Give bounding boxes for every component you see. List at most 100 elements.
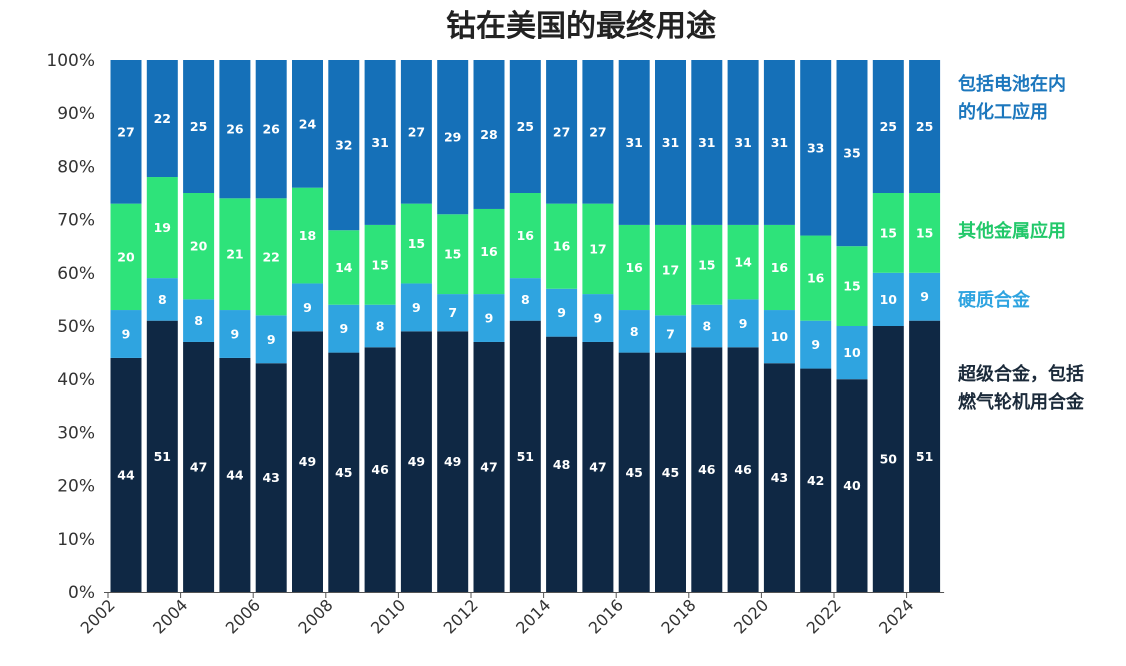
data-label: 43 (771, 470, 788, 485)
bar-segment (400, 331, 432, 592)
bar-segment (691, 60, 723, 225)
bar-segment (691, 224, 723, 305)
bar-segment (473, 60, 505, 209)
bar-segment (328, 230, 360, 305)
data-label: 15 (408, 236, 425, 251)
bar-segment (364, 304, 396, 348)
data-label: 31 (734, 135, 751, 150)
data-label: 8 (158, 292, 167, 307)
bar-segment (183, 299, 215, 342)
data-label: 27 (589, 124, 606, 139)
bar-segment (727, 347, 759, 592)
x-tick-label: 2004 (149, 595, 191, 637)
data-label: 51 (517, 449, 534, 464)
y-tick-label: 100% (46, 51, 95, 71)
bar-segment (909, 60, 941, 193)
y-tick-label: 30% (57, 423, 95, 443)
data-label: 8 (376, 319, 385, 334)
data-label: 25 (517, 119, 534, 134)
data-label: 42 (807, 473, 824, 488)
data-label: 29 (444, 130, 461, 145)
bar-segment (618, 60, 650, 225)
bar-segment (691, 347, 723, 592)
data-label: 45 (662, 465, 679, 480)
bar-segment (546, 288, 578, 337)
y-tick-label: 10% (57, 530, 95, 550)
bar-segment (546, 203, 578, 289)
data-label: 22 (154, 111, 171, 126)
bar-segment (800, 368, 832, 592)
data-label: 9 (412, 300, 421, 315)
data-label: 7 (666, 326, 675, 341)
bar-segment (655, 60, 686, 225)
bar-segment (582, 341, 614, 592)
bar-segment (655, 352, 686, 592)
legend-entry: 的化工应用 (958, 101, 1048, 123)
data-label: 26 (262, 122, 280, 137)
data-label: 8 (702, 319, 711, 334)
data-label: 31 (771, 135, 788, 150)
data-label: 44 (117, 467, 135, 482)
data-label: 16 (771, 260, 789, 275)
x-tick-label: 2010 (367, 595, 409, 637)
y-tick-label: 70% (57, 211, 95, 231)
legend-entry: 包括电池在内 (958, 73, 1066, 95)
x-tick-label: 2018 (657, 595, 699, 637)
data-label: 9 (739, 316, 748, 331)
bar-segment (437, 60, 469, 215)
data-label: 10 (880, 292, 898, 307)
bar-segment (872, 60, 904, 193)
data-label: 31 (625, 135, 642, 150)
y-tick-label: 40% (57, 370, 95, 390)
bar-segment (110, 357, 142, 592)
bar-segment (183, 60, 215, 193)
bar-segment (509, 60, 541, 193)
data-label: 40 (843, 478, 861, 493)
data-label: 14 (734, 255, 752, 270)
y-tick-label: 0% (68, 583, 95, 603)
bar-segment (727, 224, 759, 300)
data-label: 20 (117, 249, 135, 264)
bar-segment (292, 283, 323, 332)
bar-segment (437, 331, 469, 592)
bar-segment (110, 60, 142, 204)
bar-segment (255, 315, 287, 364)
data-label: 35 (843, 146, 860, 161)
data-label: 43 (262, 470, 279, 485)
data-label: 25 (190, 119, 207, 134)
data-label: 9 (231, 326, 240, 341)
data-label: 51 (154, 449, 171, 464)
bar-segment (836, 246, 868, 326)
bar-segment (618, 224, 650, 311)
data-label: 9 (920, 289, 929, 304)
data-label: 16 (480, 244, 498, 259)
bar-segment (836, 379, 868, 592)
legend-entry: 超级合金，包括 (958, 363, 1084, 385)
data-label: 46 (698, 462, 716, 477)
bar-segment (727, 299, 759, 348)
data-label: 31 (698, 135, 715, 150)
data-label: 25 (916, 119, 933, 134)
data-label: 19 (154, 220, 171, 235)
data-label: 8 (521, 292, 530, 307)
bar-segment (836, 60, 868, 247)
data-label: 14 (335, 260, 353, 275)
data-label: 26 (226, 122, 244, 137)
x-tick-label: 2006 (222, 595, 264, 637)
bar-segment (582, 294, 614, 342)
data-label: 48 (553, 457, 570, 472)
bar-segment (618, 352, 650, 592)
bar-segment (473, 294, 505, 342)
data-label: 17 (662, 263, 679, 278)
bar-segment (255, 363, 287, 592)
bar-segment (473, 341, 505, 592)
data-label: 9 (122, 326, 131, 341)
bar-segment (909, 272, 941, 321)
bar-segment (364, 347, 396, 592)
y-tick-label: 50% (57, 317, 95, 337)
data-label: 16 (807, 271, 825, 286)
bar-segment (364, 224, 396, 305)
bar-segment (364, 60, 396, 225)
bar-segment (582, 60, 614, 204)
data-label: 27 (553, 124, 570, 139)
